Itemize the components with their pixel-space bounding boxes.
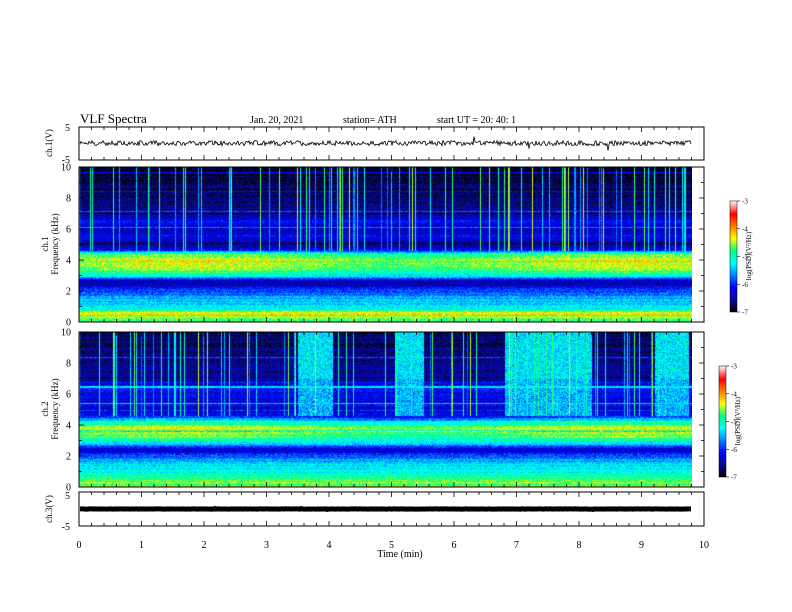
- x-tick-label: 6: [452, 540, 457, 551]
- header-station: station= ATH: [343, 115, 397, 126]
- ch3-waveform-panel: 5 -5 ch.3(V): [44, 491, 705, 533]
- ch3-waveform-trace: [80, 505, 691, 513]
- colorbar-tick-label: -7: [731, 474, 737, 482]
- colorbar-tick-label: -4: [731, 390, 737, 398]
- ch1-spectrogram-image: [79, 167, 692, 322]
- colorbar-tick-label: -4: [742, 225, 748, 233]
- frequency-tick-label: 8: [66, 359, 71, 370]
- ch2-colorbar: -3 -4 -5 -6 -7 log(PSD)(V²/Hz): [718, 363, 742, 482]
- ch1-waveform-panel: 5 -5 ch.1(V): [44, 123, 705, 166]
- frequency-tick-label: 10: [61, 163, 71, 174]
- ch1-colorbar-label: log(PSD)(V²/Hz): [745, 231, 753, 280]
- ch2-spectrogram-panel: 0 2 4 6 8 10 ch.2 Frequency (kHz): [40, 328, 705, 494]
- frequency-tick-label: 10: [61, 328, 71, 339]
- colorbar-tick-label: -7: [742, 309, 748, 317]
- frequency-tick-label: 0: [66, 318, 71, 329]
- ch1-spectrogram-ylabel-channel: ch.1: [40, 236, 50, 251]
- ch2-spectrogram-ylabel-channel: ch.2: [40, 401, 50, 416]
- frequency-tick-label: 2: [66, 287, 71, 298]
- frequency-tick-label: 2: [66, 452, 71, 463]
- header-date: Jan. 20, 2021: [250, 115, 303, 126]
- colorbar-tick-label: -3: [731, 363, 737, 371]
- x-tick-label: 2: [202, 540, 207, 551]
- frequency-tick-label: 4: [66, 421, 71, 432]
- ch1-ytick-bottom: -5: [62, 155, 70, 166]
- x-tick-label: 5: [389, 540, 394, 551]
- x-tick-label: 8: [577, 540, 582, 551]
- x-tick-label: 10: [699, 540, 709, 551]
- ch1-waveform-trace: [79, 136, 692, 151]
- ch3-ytick-bottom: -5: [62, 522, 70, 533]
- frequency-tick-label: 6: [66, 390, 71, 401]
- x-tick-label: 0: [77, 540, 82, 551]
- ch1-spectrogram-panel: 0 2 4 6 8 10 ch.1 Frequency (kHz): [40, 163, 705, 329]
- x-tick-label: 3: [264, 540, 269, 551]
- ch1-colorbar: -3 -4 -5 -6 -7 log(PSD)(V²/Hz): [729, 198, 753, 317]
- colorbar-tick-label: -5: [742, 253, 748, 261]
- ch3-waveform-ylabel: ch.3(V): [44, 495, 54, 523]
- x-tick-label: 4: [327, 540, 332, 551]
- ch1-spectrogram-ylabel: Frequency (kHz): [50, 213, 60, 274]
- ch2-colorbar-label: log(PSD)(V²/Hz): [734, 396, 742, 445]
- colorbar-tick-label: -5: [731, 418, 737, 426]
- ch3-ytick-top: 5: [65, 491, 70, 502]
- header-start-time: start UT = 20: 40: 1: [437, 115, 516, 126]
- ch2-spectrogram-image: [79, 332, 692, 487]
- x-tick-label: 9: [639, 540, 644, 551]
- x-tick-label: 7: [514, 540, 519, 551]
- colorbar-tick-label: -3: [742, 198, 748, 206]
- x-axis-label: Time (min): [377, 549, 422, 560]
- ch1-waveform-ylabel: ch.1(V): [44, 129, 54, 157]
- frequency-tick-label: 0: [66, 483, 71, 494]
- ch1-ytick-top: 5: [65, 123, 70, 134]
- colorbar-tick-label: -6: [742, 281, 748, 289]
- x-axis-tick-labels: 0 1 2 3 4 5 6 7 8 9 10: [77, 540, 710, 551]
- frequency-tick-label: 6: [66, 225, 71, 236]
- figure-title: VLF Spectra: [80, 111, 147, 126]
- frequency-tick-label: 8: [66, 194, 71, 205]
- colorbar-tick-label: -6: [731, 446, 737, 454]
- ch2-spectrogram-ylabel: Frequency (kHz): [50, 378, 60, 439]
- frequency-tick-label: 4: [66, 256, 71, 267]
- x-tick-label: 1: [139, 540, 144, 551]
